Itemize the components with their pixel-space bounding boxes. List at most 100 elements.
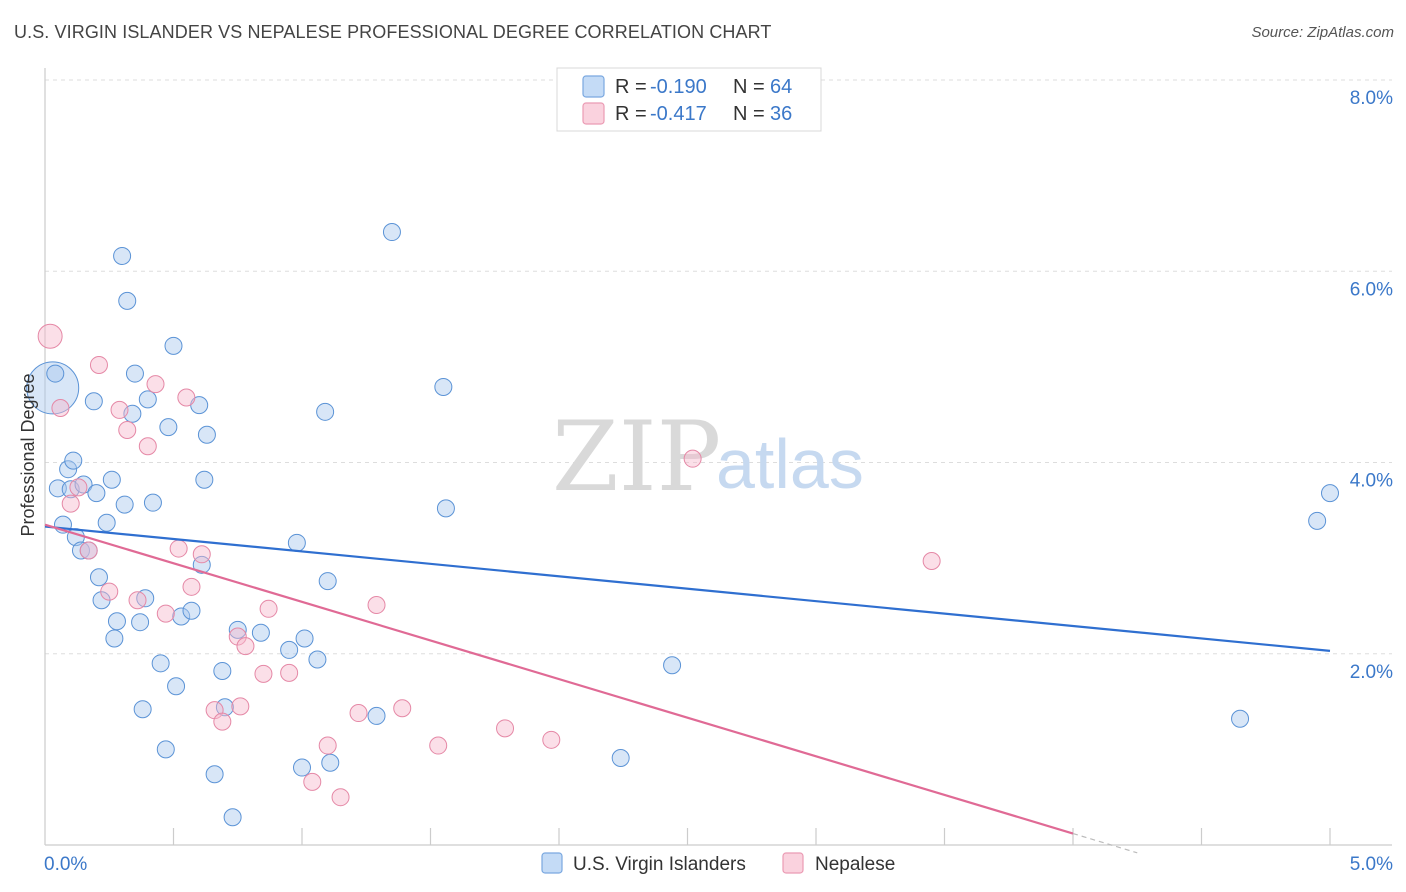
gridlines: [45, 79, 1392, 655]
data-point-us-virgin-islanders: [64, 451, 83, 470]
data-point-us-virgin-islanders: [138, 390, 157, 409]
data-point-us-virgin-islanders: [87, 484, 106, 503]
data-point-us-virgin-islanders: [156, 740, 175, 759]
data-point-us-virgin-islanders: [436, 499, 455, 518]
data-point-us-virgin-islanders: [316, 402, 335, 421]
data-point-nepalese: [128, 591, 147, 610]
data-point-nepalese: [182, 577, 201, 596]
data-point-us-virgin-islanders: [1231, 709, 1250, 728]
data-point-nepalese: [100, 582, 119, 601]
data-point-us-virgin-islanders: [434, 377, 453, 396]
y-axis-label: Professional Degree: [18, 373, 38, 536]
data-point-nepalese: [146, 375, 165, 394]
data-point-us-virgin-islanders: [308, 650, 327, 669]
legend-swatch-pink: [582, 102, 605, 125]
data-point-us-virgin-islanders: [293, 758, 311, 777]
data-point-nepalese: [37, 323, 63, 349]
data-point-nepalese: [118, 420, 137, 439]
x-tick-label: 5.0%: [1350, 854, 1393, 875]
data-point-nepalese: [51, 398, 70, 417]
watermark-zip: ZIP: [552, 401, 721, 513]
data-point-nepalese: [177, 388, 196, 407]
data-point-us-virgin-islanders: [197, 425, 216, 444]
data-point-nepalese: [349, 704, 368, 723]
data-point-us-virgin-islanders: [663, 656, 682, 675]
data-point-us-virgin-islanders: [182, 601, 201, 620]
watermark-atlas: atlas: [716, 425, 864, 503]
data-point-nepalese: [236, 637, 255, 656]
data-point-nepalese: [110, 400, 129, 419]
data-point-us-virgin-islanders: [46, 364, 65, 383]
data-point-nepalese: [231, 697, 250, 716]
data-point-nepalese: [429, 736, 448, 755]
data-point-us-virgin-islanders: [107, 612, 126, 631]
legend-r-value-1: -0.190: [650, 76, 707, 98]
data-point-us-virgin-islanders: [215, 698, 234, 717]
data-point-nepalese: [542, 730, 561, 749]
data-point-nepalese: [393, 699, 412, 718]
legend-r-label-1: R =: [615, 76, 647, 98]
data-point-nepalese: [169, 539, 188, 558]
data-point-us-virgin-islanders: [321, 753, 340, 772]
y-tick-label: 2.0%: [1350, 662, 1393, 683]
data-point-us-virgin-islanders: [251, 623, 270, 642]
data-point-us-virgin-islanders: [48, 479, 67, 498]
data-point-us-virgin-islanders: [318, 572, 337, 591]
data-point-nepalese: [280, 663, 299, 682]
data-point-us-virgin-islanders: [59, 460, 78, 479]
data-point-nepalese: [213, 712, 232, 731]
data-point-nepalese: [89, 355, 108, 374]
legend-n-label-1: N =: [733, 76, 765, 98]
chart-source: Source: ZipAtlas.com: [1251, 24, 1394, 41]
data-point-nepalese: [331, 788, 350, 807]
data-point-nepalese: [318, 736, 337, 755]
data-point-us-virgin-islanders: [167, 677, 186, 696]
data-point-nepalese: [496, 719, 515, 738]
data-point-us-virgin-islanders: [113, 246, 132, 265]
data-point-nepalese: [79, 541, 98, 560]
series-nepalese-points: [37, 323, 941, 807]
data-point-us-virgin-islanders: [611, 748, 630, 767]
data-point-us-virgin-islanders: [228, 620, 247, 639]
data-point-nepalese: [303, 772, 322, 791]
data-point-us-virgin-islanders: [89, 568, 108, 587]
trend-lines: [44, 523, 1331, 854]
x-tick-label: 0.0%: [44, 854, 87, 875]
trend-line-nepalese-extension: [1072, 832, 1138, 854]
data-point-us-virgin-islanders: [131, 613, 150, 632]
data-point-us-virgin-islanders: [195, 470, 214, 489]
series-legend: U.S. Virgin Islanders Nepalese: [541, 852, 895, 875]
data-point-us-virgin-islanders: [74, 475, 93, 494]
data-point-us-virgin-islanders: [105, 629, 124, 648]
data-point-us-virgin-islanders: [71, 541, 90, 560]
trend-line-nepalese: [44, 523, 1074, 835]
data-point-nepalese: [61, 494, 80, 513]
bottom-legend-swatch-blue: [541, 852, 563, 874]
bottom-legend-label-2: Nepalese: [815, 854, 895, 875]
data-point-us-virgin-islanders: [102, 470, 121, 489]
data-point-us-virgin-islanders: [125, 364, 144, 383]
tick-labels: 2.0% 4.0% 6.0% 8.0% 0.0% 5.0%: [44, 88, 1393, 875]
axes: [44, 68, 1392, 846]
legend-swatch-blue: [582, 75, 605, 98]
y-tick-label: 6.0%: [1350, 279, 1393, 300]
correlation-legend: R = -0.190 N = 64 R = -0.417 N = 36: [556, 67, 822, 132]
data-point-us-virgin-islanders: [223, 808, 242, 827]
legend-n-label-2: N =: [733, 103, 765, 125]
bottom-legend-label-1: U.S. Virgin Islanders: [573, 854, 746, 875]
data-point-us-virgin-islanders: [287, 533, 306, 552]
data-point-us-virgin-islanders: [133, 700, 152, 719]
data-point-us-virgin-islanders: [172, 607, 191, 626]
series-us-virgin-islanders-points: [26, 223, 1339, 827]
data-point-us-virgin-islanders: [136, 589, 155, 608]
data-point-us-virgin-islanders: [115, 495, 134, 514]
data-point-nepalese: [683, 449, 702, 468]
legend-n-value-2: 36: [770, 103, 792, 125]
data-point-nepalese: [254, 664, 273, 683]
data-point-nepalese: [259, 599, 278, 618]
data-point-us-virgin-islanders: [143, 493, 162, 512]
y-tick-label: 4.0%: [1350, 471, 1393, 492]
bottom-legend-swatch-pink: [782, 852, 804, 874]
data-point-nepalese: [69, 478, 88, 497]
y-tick-label: 8.0%: [1350, 88, 1393, 109]
